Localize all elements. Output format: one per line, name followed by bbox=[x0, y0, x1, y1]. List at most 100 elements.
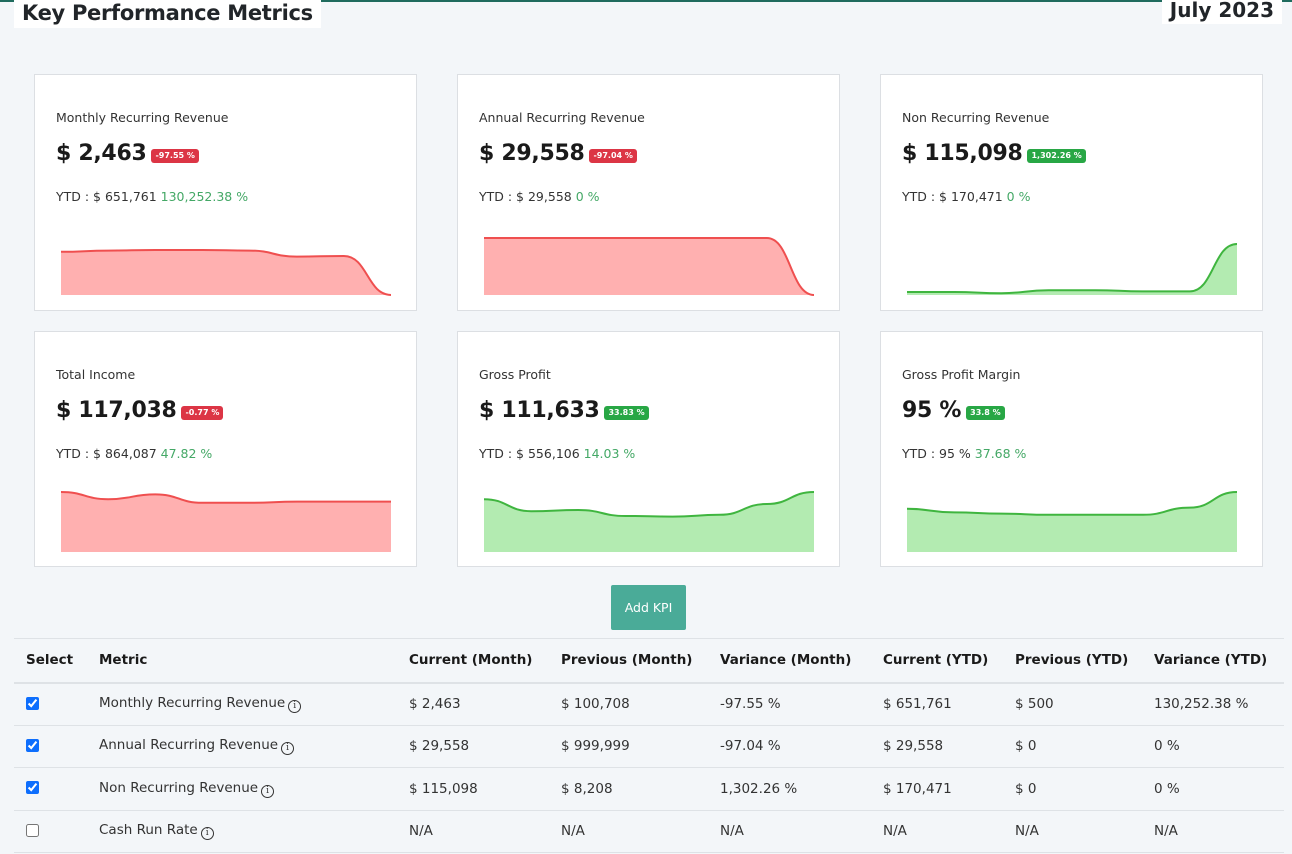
kpi-card[interactable]: Gross Profit Margin 95 % 33.8 % YTD : 95 … bbox=[880, 331, 1263, 567]
table-cell: $ 170,471 bbox=[871, 767, 1003, 811]
variance-badge: 33.83 % bbox=[604, 405, 649, 420]
table-cell: N/A bbox=[708, 810, 871, 853]
variance-badge: -0.77 % bbox=[181, 405, 224, 420]
info-icon[interactable]: i bbox=[261, 784, 275, 798]
kpi-card-name: Monthly Recurring Revenue bbox=[56, 110, 229, 125]
table-row: Non Recurring Revenue i $ 115,098 $ 8,208… bbox=[14, 767, 1284, 811]
ytd-percent: 47.82 % bbox=[160, 446, 213, 461]
sparkline-line bbox=[484, 491, 814, 518]
sparkline-area bbox=[907, 492, 1237, 552]
ytd-percent: 130,252.38 % bbox=[160, 189, 249, 204]
kpi-card-value: 95 % bbox=[902, 398, 962, 423]
kpi-card[interactable]: Annual Recurring Revenue $ 29,558 -97.04 … bbox=[457, 74, 840, 311]
sparkline-line bbox=[907, 243, 1237, 295]
ytd-percent: 14.03 % bbox=[583, 446, 636, 461]
table-cell: -97.04 % bbox=[708, 725, 871, 768]
row-select-checkbox[interactable] bbox=[26, 696, 39, 710]
table-cell: 0 % bbox=[1142, 767, 1284, 811]
row-select-checkbox[interactable] bbox=[26, 823, 39, 837]
sparkline-chart bbox=[484, 237, 814, 296]
ytd-percent: 0 % bbox=[1006, 189, 1031, 204]
column-header: Previous (YTD) bbox=[1003, 638, 1142, 684]
table-cell: 0 % bbox=[1142, 725, 1284, 768]
table-cell: 130,252.38 % bbox=[1142, 682, 1284, 726]
sparkline-area bbox=[484, 238, 814, 295]
period-label: July 2023 bbox=[1161, 0, 1282, 24]
table-header-row: Select Metric Current (Month) Previous (… bbox=[14, 638, 1284, 684]
table-cell: 1,302.26 % bbox=[708, 767, 871, 811]
metric-name: Non Recurring Revenue bbox=[99, 779, 259, 796]
kpi-card[interactable]: Non Recurring Revenue $ 115,098 1,302.26 … bbox=[880, 74, 1263, 311]
kpi-card-name: Non Recurring Revenue bbox=[902, 110, 1050, 125]
variance-badge: 1,302.26 % bbox=[1027, 148, 1086, 163]
info-icon[interactable]: i bbox=[288, 700, 302, 713]
row-select-checkbox[interactable] bbox=[26, 781, 39, 795]
info-icon[interactable]: i bbox=[200, 827, 214, 841]
ytd-label: YTD : $ 556,106 bbox=[479, 446, 580, 461]
kpi-card-value: $ 2,463 bbox=[56, 141, 147, 166]
table-cell: $ 115,098 bbox=[397, 767, 549, 811]
sparkline-area bbox=[907, 244, 1237, 295]
kpi-card-value: $ 111,633 bbox=[479, 398, 600, 423]
table-cell: $ 500 bbox=[1003, 682, 1142, 726]
kpi-table: Select Metric Current (Month) Previous (… bbox=[14, 638, 1284, 853]
table-row: Annual Recurring Revenue i $ 29,558 $ 999… bbox=[14, 725, 1284, 768]
table-cell: $ 0 bbox=[1003, 725, 1142, 768]
kpi-card-value: $ 29,558 bbox=[479, 141, 585, 166]
column-header: Previous (Month) bbox=[549, 638, 708, 684]
sparkline-chart bbox=[61, 249, 391, 296]
sparkline-line bbox=[907, 491, 1237, 516]
sparkline-area bbox=[61, 250, 391, 295]
kpi-card-name: Total Income bbox=[56, 367, 136, 382]
kpi-card[interactable]: Monthly Recurring Revenue $ 2,463 -97.55 … bbox=[34, 74, 417, 311]
table-cell: $ 2,463 bbox=[397, 682, 549, 726]
kpi-card-name: Gross Profit bbox=[479, 367, 551, 382]
page-title: Key Performance Metrics bbox=[14, 0, 321, 28]
table-cell: $ 651,761 bbox=[871, 682, 1003, 726]
ytd-label: YTD : $ 29,558 bbox=[479, 189, 572, 204]
metric-name-cell: Non Recurring Revenue i bbox=[87, 767, 397, 811]
table-cell: $ 8,208 bbox=[549, 767, 708, 811]
kpi-card-value: $ 117,038 bbox=[56, 398, 177, 423]
table-row: Monthly Recurring Revenue i $ 2,463 $ 100… bbox=[14, 682, 1284, 726]
sparkline-chart bbox=[61, 491, 391, 552]
sparkline-line bbox=[484, 237, 814, 296]
column-header: Select bbox=[14, 638, 87, 684]
ytd-label: YTD : $ 651,761 bbox=[56, 189, 157, 204]
table-cell: N/A bbox=[397, 810, 549, 853]
metric-name-cell: Cash Run Rate i bbox=[87, 810, 397, 853]
ytd-line: YTD : $ 651,761 130,252.38 % bbox=[56, 189, 248, 204]
info-icon[interactable]: i bbox=[281, 742, 295, 756]
add-kpi-button[interactable]: Add KPI bbox=[611, 585, 686, 630]
sparkline-line bbox=[61, 491, 391, 504]
kpi-card[interactable]: Total Income $ 117,038 -0.77 % YTD : $ 86… bbox=[34, 331, 417, 567]
table-cell: $ 29,558 bbox=[397, 725, 549, 768]
sparkline-area bbox=[484, 492, 814, 552]
ytd-line: YTD : $ 556,106 14.03 % bbox=[479, 446, 635, 461]
table-cell: $ 0 bbox=[1003, 767, 1142, 811]
sparkline-area bbox=[61, 492, 391, 552]
metric-name-cell: Annual Recurring Revenue i bbox=[87, 725, 397, 768]
metric-name-cell: Monthly Recurring Revenue i bbox=[87, 682, 397, 726]
ytd-percent: 37.68 % bbox=[974, 446, 1027, 461]
sparkline-chart bbox=[907, 243, 1237, 295]
column-header: Variance (YTD) bbox=[1142, 638, 1284, 684]
metric-name: Annual Recurring Revenue bbox=[99, 737, 279, 754]
kpi-card-name: Annual Recurring Revenue bbox=[479, 110, 645, 125]
table-cell: $ 999,999 bbox=[549, 725, 708, 768]
table-cell: N/A bbox=[549, 810, 708, 853]
column-header: Current (YTD) bbox=[871, 638, 1003, 684]
column-header: Variance (Month) bbox=[708, 638, 871, 684]
metric-name: Cash Run Rate bbox=[99, 822, 198, 839]
table-row: Cash Run Rate i N/A N/A N/A N/A N/A N/A bbox=[14, 810, 1284, 853]
metric-name: Monthly Recurring Revenue bbox=[99, 695, 286, 711]
row-select-checkbox[interactable] bbox=[26, 738, 39, 752]
ytd-percent: 0 % bbox=[575, 189, 600, 204]
ytd-line: YTD : $ 864,087 47.82 % bbox=[56, 446, 212, 461]
variance-badge: -97.04 % bbox=[589, 148, 637, 163]
table-cell: N/A bbox=[1003, 810, 1142, 853]
ytd-line: YTD : $ 170,471 0 % bbox=[902, 189, 1030, 204]
top-accent-rule bbox=[0, 0, 1292, 2]
kpi-card[interactable]: Gross Profit $ 111,633 33.83 % YTD : $ 55… bbox=[457, 331, 840, 567]
kpi-card-value: $ 115,098 bbox=[902, 141, 1023, 166]
